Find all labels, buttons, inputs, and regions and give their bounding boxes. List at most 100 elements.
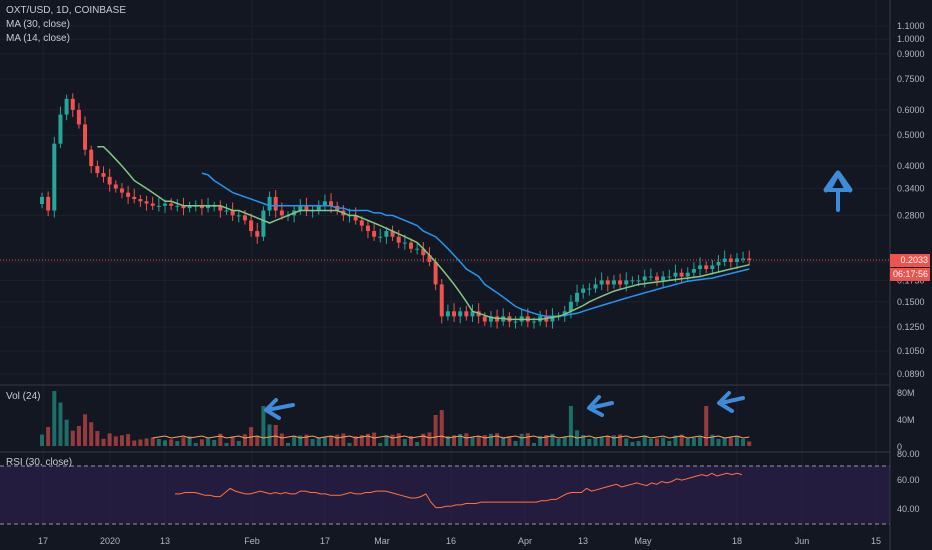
volume-bar — [372, 432, 377, 446]
price-tick-label: 0.1050 — [897, 346, 925, 356]
candle-body — [353, 215, 358, 221]
time-tick-label: Jun — [795, 536, 810, 546]
ma14-legend[interactable]: MA (14, close) — [6, 33, 70, 44]
volume-bar — [310, 439, 315, 446]
volume-bar — [286, 443, 290, 446]
volume-bar — [464, 433, 469, 446]
volume-bar — [193, 443, 198, 446]
volume-bar — [562, 437, 567, 446]
candle-body — [710, 265, 715, 270]
symbol-label[interactable]: OXT/USD, 1D, COINBASE — [6, 5, 127, 16]
candle-body — [46, 196, 51, 211]
volume-bar — [698, 436, 703, 446]
time-tick-label: 15 — [871, 536, 881, 546]
candle-body — [70, 98, 75, 110]
price-tick-label: 0.3400 — [897, 183, 925, 193]
candle-body — [64, 98, 69, 115]
time-tick-label: Feb — [244, 536, 260, 546]
volume-bar — [76, 426, 81, 446]
candle-body — [150, 203, 155, 206]
candle-body — [126, 192, 131, 197]
volume-bar — [501, 436, 506, 446]
candle-body — [396, 236, 401, 243]
candle-body — [76, 109, 81, 125]
candle-body — [673, 272, 678, 277]
volume-bar — [261, 406, 266, 446]
volume-bar — [741, 439, 746, 446]
volume-bar — [46, 427, 51, 446]
candle-body — [206, 205, 211, 209]
volume-bar — [734, 436, 739, 446]
candle-body — [384, 231, 389, 237]
price-tick-label: 0.9000 — [897, 49, 925, 59]
candle-body — [169, 203, 174, 206]
candle-body — [187, 205, 192, 209]
price-tick-label: 0.5000 — [897, 130, 925, 140]
candle-body — [372, 231, 377, 237]
volume-bar — [538, 435, 543, 446]
candle-body — [667, 276, 672, 278]
candle-body — [242, 215, 247, 221]
volume-bar — [427, 432, 432, 446]
volume-legend[interactable]: Vol (24) — [6, 391, 41, 402]
candle-body — [482, 316, 487, 322]
candle-body — [679, 272, 684, 277]
candle-body — [138, 199, 143, 202]
candle-body — [581, 288, 586, 293]
volume-bar — [384, 435, 389, 446]
volume-bar — [673, 435, 678, 446]
volume-bar — [89, 422, 94, 446]
volume-bar — [513, 441, 518, 446]
volume-bar — [458, 434, 463, 446]
volume-bar — [138, 439, 143, 446]
time-tick-label: 17 — [38, 536, 48, 546]
candle-body — [630, 280, 635, 282]
volume-bar — [704, 406, 709, 446]
volume-bar — [218, 433, 223, 446]
candle-body — [390, 231, 395, 237]
volume-bar — [611, 435, 616, 446]
rsi-tick-label: 60.00 — [897, 475, 920, 485]
left-arrow-icon — [264, 398, 295, 420]
volume-bar — [519, 433, 524, 446]
candle-body — [181, 205, 186, 209]
volume-bar — [402, 439, 407, 446]
volume-bar — [507, 436, 512, 446]
rsi-legend[interactable]: RSI (30, close) — [6, 457, 73, 468]
candle-body — [218, 205, 223, 211]
candle-body — [144, 201, 149, 204]
volume-bar — [605, 436, 610, 446]
rsi-tick-label: 80.00 — [897, 449, 920, 459]
candle-body — [304, 205, 309, 211]
volume-bar — [279, 433, 284, 446]
volume-bar — [144, 438, 149, 446]
candle-body — [648, 276, 653, 278]
volume-bar — [341, 433, 346, 446]
candle-body — [83, 124, 88, 150]
volume-bar — [316, 437, 321, 446]
candle-body — [415, 248, 420, 250]
candle-body — [513, 321, 518, 323]
candle-body — [458, 311, 463, 317]
candle-body — [113, 184, 118, 189]
price-tick-label: 0.1500 — [897, 297, 925, 307]
time-tick-label: 13 — [578, 536, 588, 546]
candle-body — [261, 210, 266, 237]
volume-bar — [636, 441, 641, 446]
candle-body — [593, 284, 598, 289]
price-tick-label: 0.4000 — [897, 161, 925, 171]
candle-body — [452, 311, 457, 317]
candle-body — [605, 280, 610, 285]
volume-bar — [495, 433, 500, 446]
ma30-legend[interactable]: MA (30, close) — [6, 19, 70, 30]
volume-bar — [470, 437, 475, 446]
candle-body — [101, 173, 106, 177]
volume-bar — [236, 441, 241, 446]
time-tick-label: May — [634, 536, 652, 546]
volume-bar — [292, 436, 297, 446]
time-tick-label: 16 — [446, 536, 456, 546]
volume-bar — [630, 442, 635, 446]
volume-bar — [655, 438, 659, 446]
volume-bar — [421, 433, 426, 446]
